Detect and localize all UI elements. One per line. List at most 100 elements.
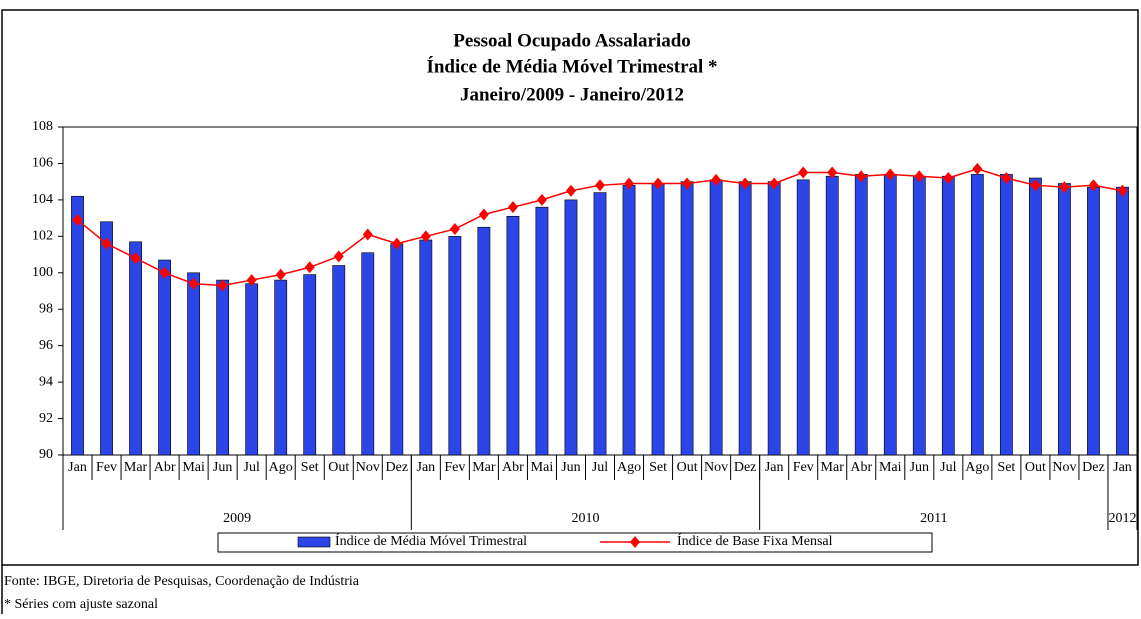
chart-frame bbox=[1, 9, 1139, 566]
bar bbox=[999, 174, 1013, 456]
x-group-label: 2009 bbox=[223, 511, 251, 526]
marker bbox=[856, 170, 867, 183]
y-tick-label: 98 bbox=[39, 301, 53, 316]
x-group-label: 2012 bbox=[1108, 511, 1136, 526]
bar bbox=[477, 226, 491, 456]
marker bbox=[217, 279, 228, 292]
x-tick-label: Jun bbox=[213, 460, 232, 475]
y-tick-label: 106 bbox=[32, 156, 53, 171]
bar bbox=[738, 181, 752, 456]
marker bbox=[624, 177, 635, 190]
x-tick-label: Set bbox=[649, 460, 667, 475]
bar bbox=[593, 192, 607, 456]
bar bbox=[564, 199, 578, 456]
marker bbox=[478, 208, 489, 221]
legend-label: Índice de Base Fixa Mensal bbox=[677, 532, 833, 549]
x-tick-label: Jan bbox=[417, 460, 436, 475]
bar bbox=[448, 236, 462, 456]
x-tick-label: Abr bbox=[502, 460, 524, 475]
bar bbox=[970, 174, 984, 456]
x-group-label: 2010 bbox=[571, 511, 599, 526]
legend-swatch bbox=[630, 536, 640, 548]
bar bbox=[245, 283, 259, 456]
marker bbox=[1001, 172, 1012, 185]
x-tick-label: Mai bbox=[531, 460, 554, 475]
marker bbox=[72, 213, 83, 226]
bar bbox=[709, 179, 723, 456]
y-tick-label: 90 bbox=[39, 447, 53, 462]
x-tick-label: Mai bbox=[182, 460, 205, 475]
x-tick-label: Out bbox=[328, 460, 349, 475]
marker bbox=[972, 162, 983, 175]
bar bbox=[361, 252, 375, 456]
bar bbox=[767, 181, 781, 456]
x-tick-label: Mar bbox=[472, 460, 496, 475]
bar bbox=[535, 206, 549, 456]
bar bbox=[1116, 186, 1129, 456]
marker bbox=[798, 166, 809, 179]
legend-label: Índice de Média Móvel Trimestral bbox=[335, 532, 527, 549]
bar bbox=[1058, 183, 1071, 456]
marker bbox=[507, 201, 518, 214]
y-tick-label: 96 bbox=[39, 338, 53, 353]
y-tick-label: 104 bbox=[32, 192, 53, 207]
x-tick-label: Ago bbox=[617, 460, 641, 475]
marker bbox=[333, 250, 344, 263]
marker bbox=[1088, 179, 1099, 192]
bar bbox=[680, 181, 694, 456]
marker bbox=[653, 177, 664, 190]
marker bbox=[420, 230, 431, 243]
footnote: * Séries com ajuste sazonal bbox=[4, 597, 158, 612]
marker bbox=[769, 177, 780, 190]
y-tick-label: 108 bbox=[32, 119, 53, 134]
x-tick-label: Ago bbox=[269, 460, 293, 475]
bar bbox=[71, 195, 84, 456]
bar bbox=[651, 183, 665, 456]
x-tick-label: Jan bbox=[1113, 460, 1132, 475]
marker bbox=[711, 173, 722, 186]
y-tick-label: 102 bbox=[32, 229, 53, 244]
legend-swatch bbox=[297, 536, 331, 548]
marker bbox=[101, 237, 112, 250]
marker bbox=[536, 193, 547, 206]
x-tick-label: Jun bbox=[561, 460, 580, 475]
x-tick-label: Mar bbox=[124, 460, 148, 475]
chart-title: Índice de Média Móvel Trimestral * bbox=[426, 55, 717, 77]
x-tick-label: Dez bbox=[1082, 460, 1105, 475]
bar bbox=[303, 274, 317, 456]
marker bbox=[595, 179, 605, 192]
x-tick-label: Nov bbox=[356, 460, 380, 475]
legend bbox=[217, 532, 933, 553]
marker bbox=[304, 261, 315, 274]
y-tick-label: 92 bbox=[39, 411, 53, 426]
chart-title: Janeiro/2009 - Janeiro/2012 bbox=[460, 84, 684, 105]
x-tick-label: Set bbox=[997, 460, 1015, 475]
bar bbox=[941, 175, 955, 456]
marker bbox=[188, 277, 199, 290]
bar bbox=[419, 239, 433, 456]
marker bbox=[565, 184, 576, 197]
bar bbox=[796, 179, 810, 456]
bar bbox=[883, 174, 897, 456]
x-tick-label: Abr bbox=[154, 460, 176, 475]
marker bbox=[130, 252, 141, 265]
bar bbox=[912, 175, 926, 456]
marker bbox=[246, 274, 257, 287]
chart-title: Pessoal Ocupado Assalariado bbox=[453, 30, 691, 51]
x-tick-label: Nov bbox=[1052, 460, 1076, 475]
x-tick-label: Mai bbox=[879, 460, 902, 475]
bar bbox=[1087, 186, 1100, 456]
bar bbox=[100, 221, 113, 456]
marker bbox=[885, 168, 896, 181]
bar bbox=[1029, 177, 1042, 456]
x-tick-label: Jul bbox=[592, 460, 608, 475]
bar bbox=[622, 185, 636, 456]
x-tick-label: Ago bbox=[965, 460, 989, 475]
marker bbox=[159, 266, 170, 279]
marker bbox=[827, 166, 838, 179]
bar bbox=[825, 175, 839, 456]
marker bbox=[449, 223, 460, 236]
x-tick-label: Jan bbox=[765, 460, 784, 475]
marker bbox=[1059, 181, 1070, 194]
